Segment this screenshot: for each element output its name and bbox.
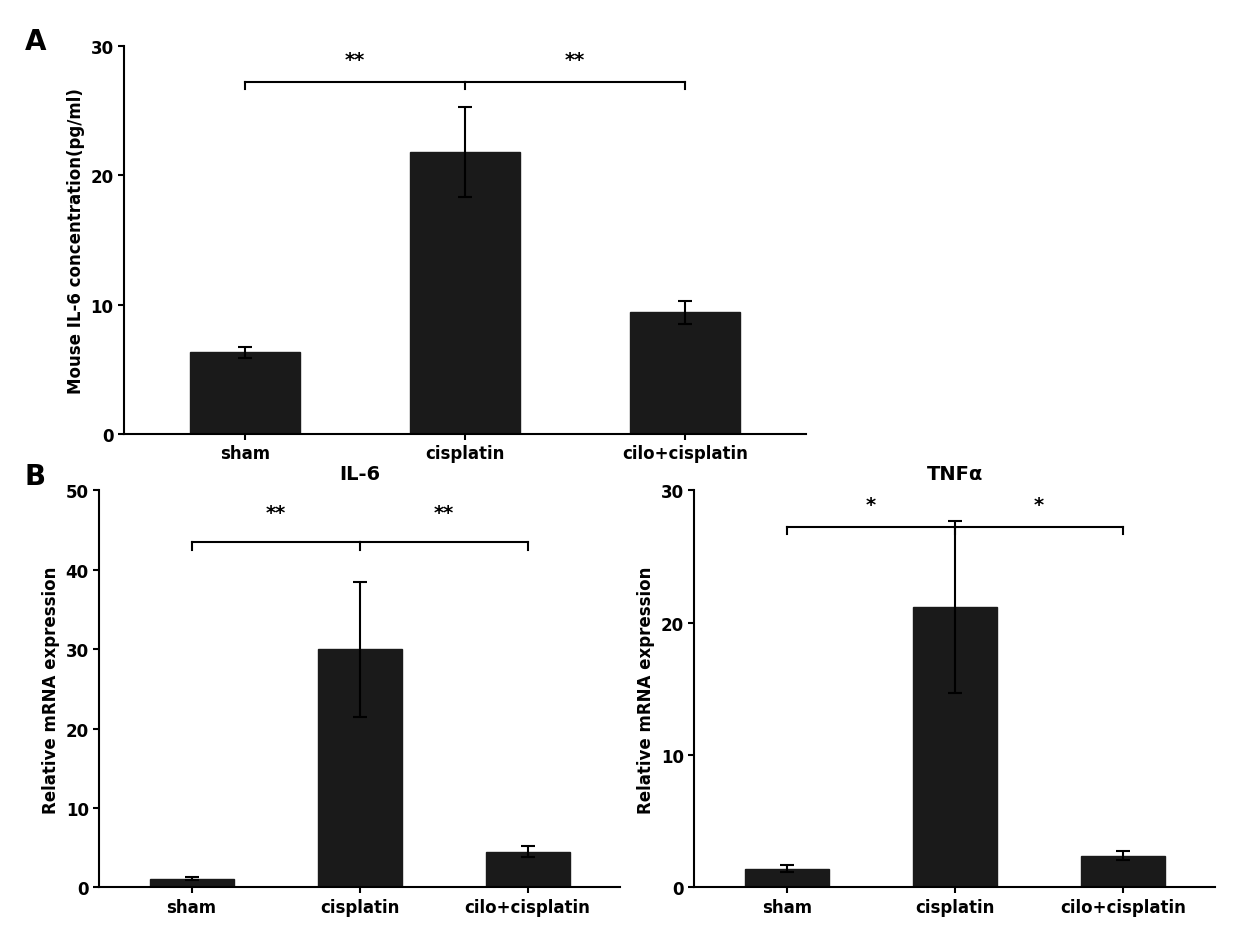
- Y-axis label: Relative mRNA expression: Relative mRNA expression: [637, 565, 655, 813]
- Bar: [190, 353, 300, 434]
- Text: **: **: [345, 51, 365, 71]
- Text: **: **: [265, 503, 285, 523]
- Text: **: **: [565, 51, 585, 71]
- Title: IL-6: IL-6: [339, 464, 381, 483]
- Text: **: **: [434, 503, 454, 523]
- Bar: [745, 868, 828, 887]
- Y-axis label: Relative mRNA expression: Relative mRNA expression: [42, 565, 60, 813]
- Bar: [486, 851, 569, 887]
- Title: TNFα: TNFα: [926, 464, 983, 483]
- Y-axis label: Mouse IL-6 concentration(pg/ml): Mouse IL-6 concentration(pg/ml): [67, 88, 84, 394]
- Text: B: B: [25, 463, 46, 491]
- Bar: [317, 649, 402, 887]
- Text: *: *: [1034, 496, 1044, 514]
- Text: *: *: [866, 496, 875, 514]
- Text: A: A: [25, 28, 46, 57]
- Bar: [630, 313, 740, 434]
- Bar: [913, 607, 997, 887]
- Bar: [410, 153, 520, 434]
- Bar: [1081, 855, 1164, 887]
- Bar: [150, 879, 233, 887]
